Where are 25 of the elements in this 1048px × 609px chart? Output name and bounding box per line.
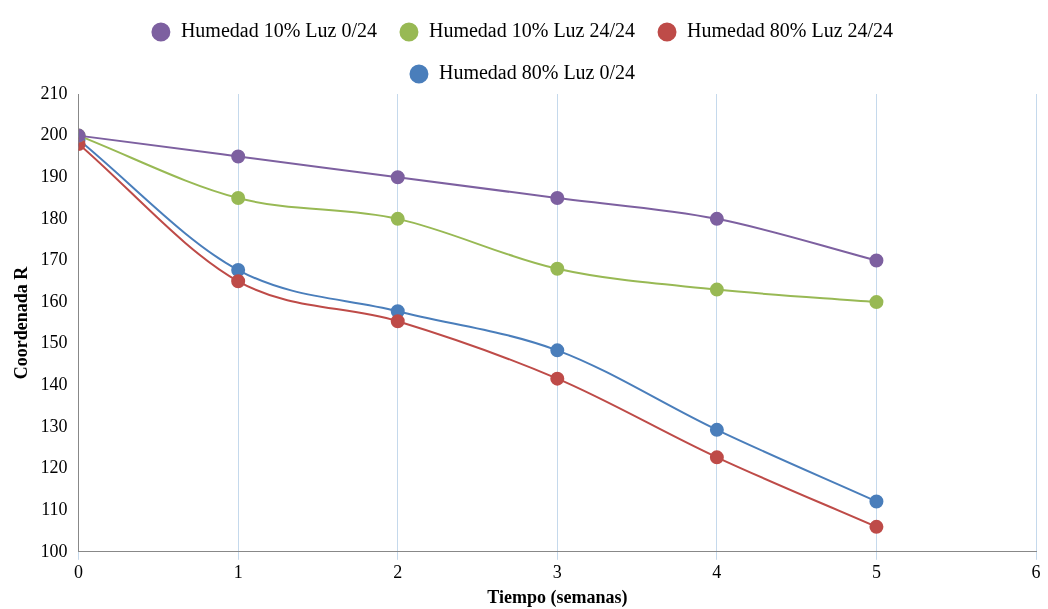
x-tick-label: 2 [393,562,403,583]
y-axis-title: Coordenada R [11,265,32,380]
x-tick-label: 5 [871,562,881,583]
x-tick-label: 3 [552,562,562,583]
legend-label: Humedad 80% Luz 0/24 [438,61,636,84]
legend-label: Humedad 10% Luz 24/24 [428,19,636,42]
y-tick-label: 210 [40,82,68,103]
x-tick-label: 6 [1031,562,1041,583]
y-tick-label: 120 [40,457,68,478]
y-tick-label: 110 [41,498,68,519]
y-tick-label: 200 [40,124,68,145]
y-tick-label: 150 [40,332,68,353]
x-tick-label: 4 [712,562,722,583]
y-tick-label: 160 [40,290,68,311]
y-tick-label: 170 [40,249,68,270]
y-tick-label: 140 [40,374,68,395]
x-tick-label: 1 [233,562,243,583]
y-tick-label: 100 [40,540,68,561]
legend-label: Humedad 10% Luz 0/24 [180,19,377,42]
legend-label: Humedad 80% Luz 24/24 [687,19,894,42]
y-tick-label: 130 [40,415,68,436]
y-tick-label: 180 [40,207,68,228]
y-tick-label: 190 [40,165,68,186]
x-tick-label: 0 [74,562,84,583]
x-axis-title: Tiempo (semanas) [487,586,628,608]
